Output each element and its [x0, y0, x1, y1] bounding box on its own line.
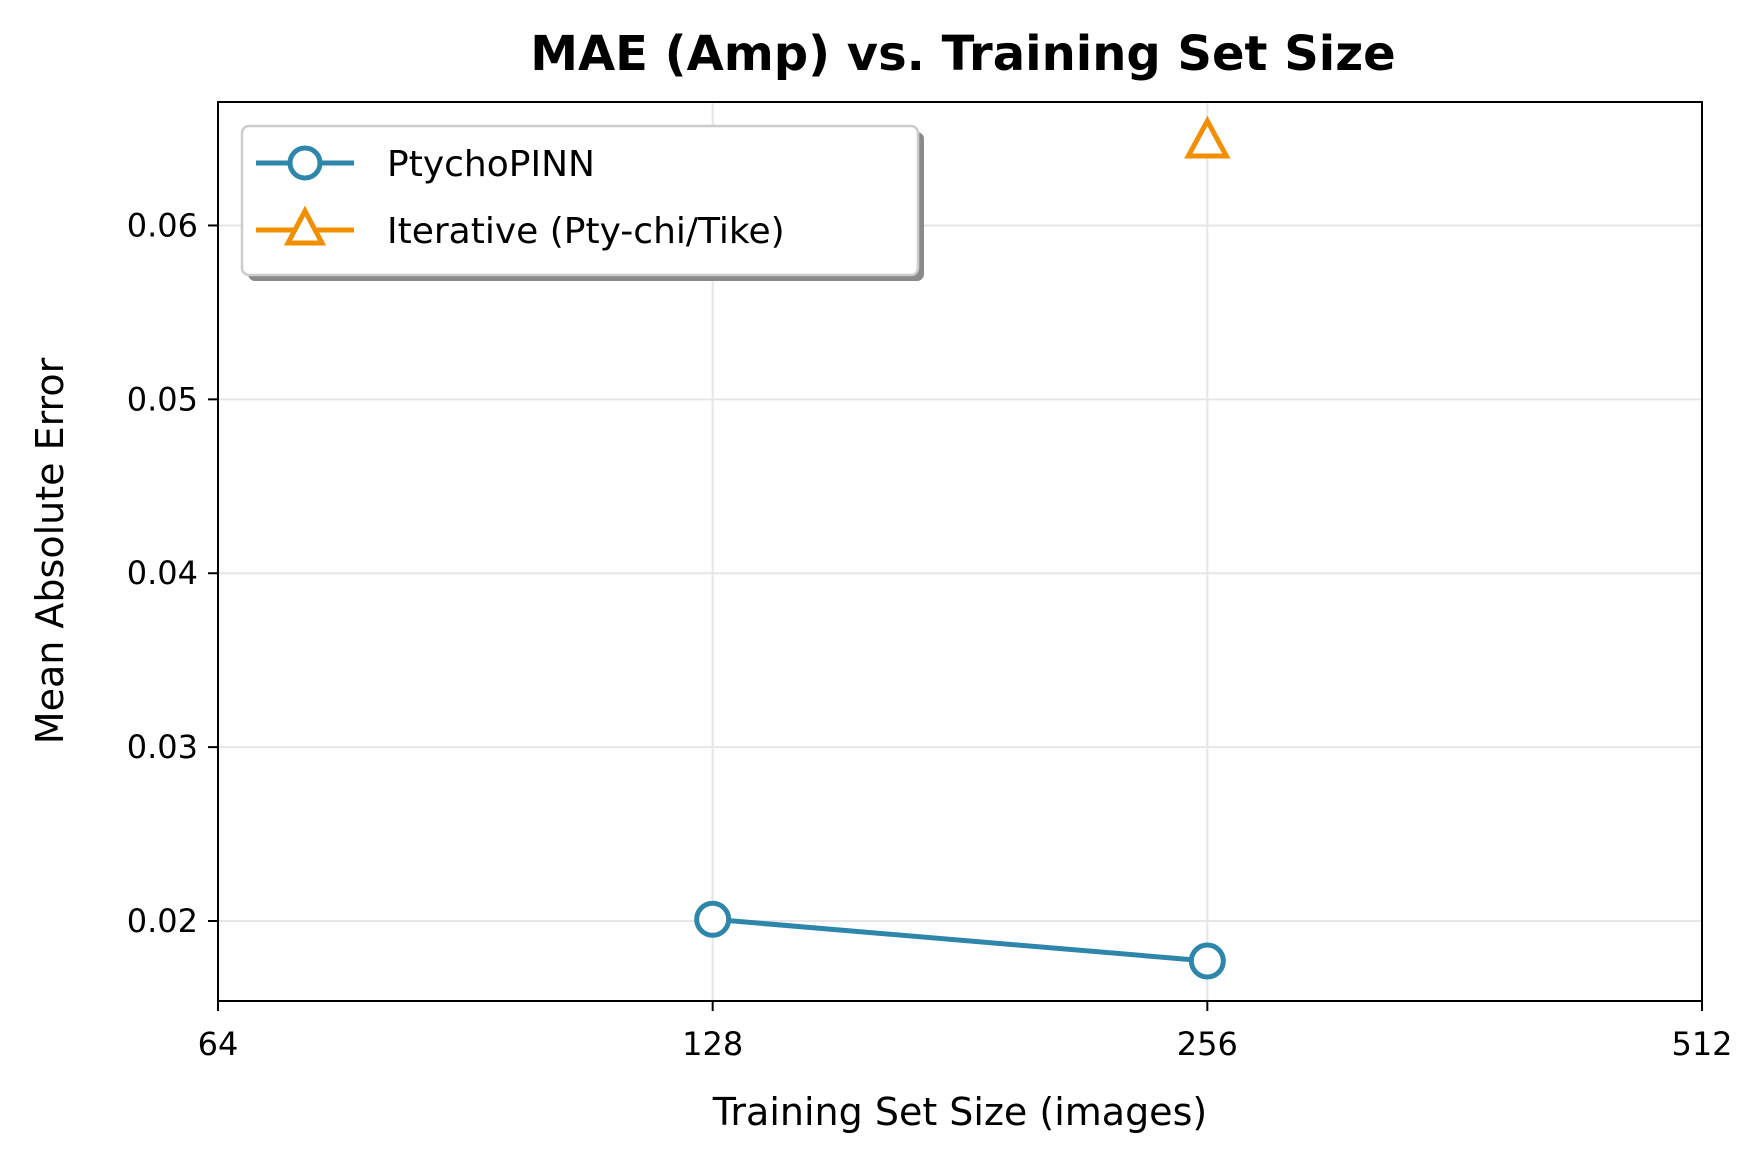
legend: PtychoPINN Iterative (Pty-chi/Tike): [240, 124, 924, 281]
legend-label-iterative: Iterative (Pty-chi/Tike): [387, 211, 785, 252]
data-point-ptychopinn: [1188, 942, 1226, 980]
axis-ticks: 64 128 256 512 0.02 0.03 0.04 0.05 0.06: [127, 206, 1733, 1063]
y-tick-label: 0.05: [127, 380, 198, 418]
y-tick-label: 0.03: [127, 728, 198, 766]
legend-box: [240, 124, 920, 277]
y-tick-label: 0.06: [127, 206, 198, 244]
data-point-iterative: [1184, 115, 1231, 159]
y-tick-label: 0.02: [127, 902, 198, 940]
legend-label-ptychopinn: PtychoPINN: [387, 144, 595, 185]
x-tick-label: 512: [1671, 1025, 1732, 1063]
y-axis-label: Mean Absolute Error: [28, 357, 72, 744]
legend-marker-ptychopinn: [287, 145, 323, 181]
x-tick-label: 64: [198, 1025, 239, 1063]
x-tick-label: 256: [1177, 1025, 1238, 1063]
x-axis-label: Training Set Size (images): [712, 1090, 1207, 1134]
chart-title: MAE (Amp) vs. Training Set Size: [530, 26, 1395, 82]
x-tick-label: 128: [682, 1025, 743, 1063]
series-line-ptychopinn: [712, 916, 1208, 964]
data-point-ptychopinn: [694, 900, 732, 938]
legend-marker-iterative: [283, 205, 327, 246]
y-tick-label: 0.04: [127, 554, 198, 592]
plot-frame: [217, 101, 1703, 1002]
series-layer: [694, 115, 1231, 980]
